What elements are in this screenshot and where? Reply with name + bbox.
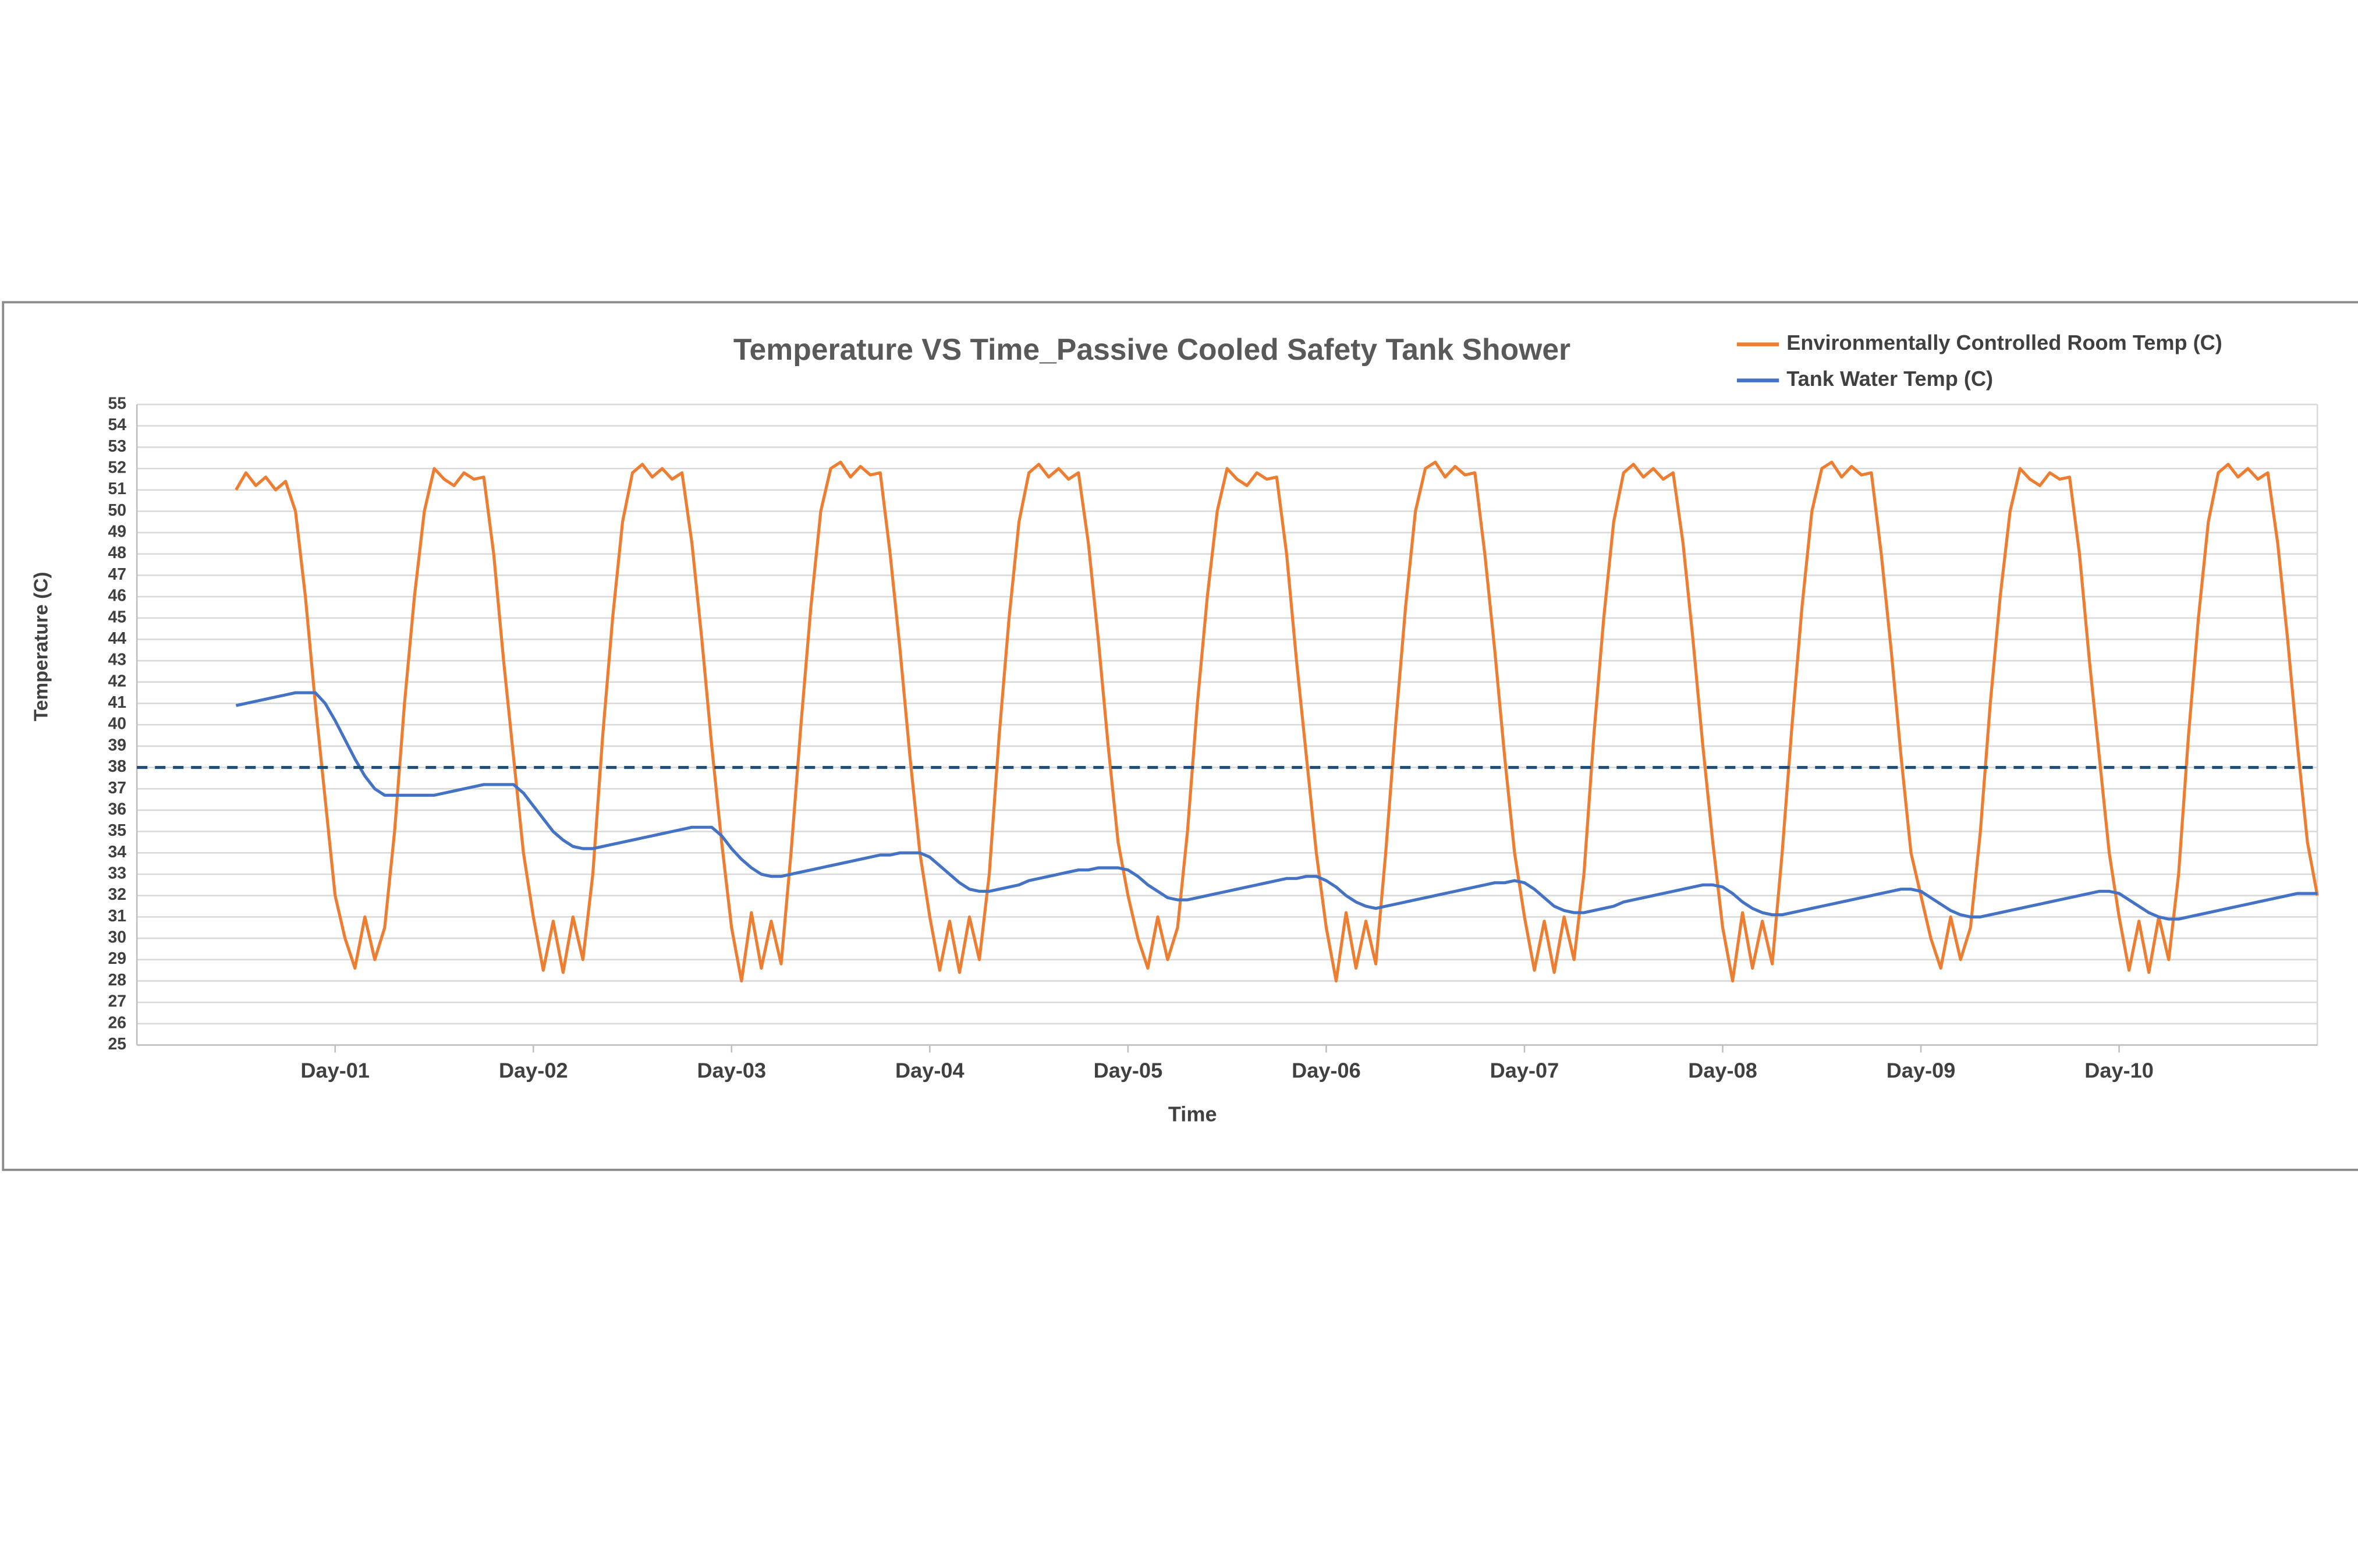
y-tick-label: 31 (108, 907, 126, 925)
chart-frame (2, 301, 2358, 1171)
y-axis-title: Temperature (C) (30, 572, 52, 721)
x-tick-label: Day-03 (697, 1059, 767, 1083)
chart-title: Temperature VS Time_Passive Cooled Safet… (733, 332, 1570, 366)
legend-label: Tank Water Temp (C) (1786, 367, 1993, 391)
x-tick-label: Day-04 (895, 1059, 965, 1083)
y-tick-label: 38 (108, 757, 126, 776)
y-tick-label: 50 (108, 501, 126, 520)
y-tick-label: 29 (108, 949, 126, 968)
x-tick-label: Day-08 (1688, 1059, 1757, 1083)
y-tick-label: 54 (108, 416, 126, 434)
y-tick-label: 37 (108, 779, 126, 797)
y-tick-label: 25 (108, 1035, 126, 1053)
y-tick-label: 49 (108, 523, 126, 541)
series-line (235, 460, 2319, 983)
y-tick-label: 36 (108, 800, 126, 818)
x-tick-label: Day-05 (1094, 1059, 1163, 1083)
y-tick-label: 28 (108, 971, 126, 989)
y-tick-label: 53 (108, 437, 126, 456)
y-tick-label: 47 (108, 565, 126, 584)
y-tick-label: 30 (108, 928, 126, 947)
y-tick-label: 44 (108, 629, 126, 648)
y-tick-label: 32 (108, 885, 126, 904)
x-tick-label: Day-06 (1292, 1059, 1361, 1083)
legend-label: Environmentally Controlled Room Temp (C) (1786, 331, 2222, 354)
y-tick-label: 35 (108, 821, 126, 840)
x-tick-label: Day-07 (1490, 1059, 1559, 1083)
y-tick-label: 48 (108, 544, 126, 562)
y-tick-label: 45 (108, 608, 126, 626)
y-tick-label: 33 (108, 864, 126, 883)
y-tick-label: 39 (108, 736, 126, 754)
y-tick-label: 46 (108, 587, 126, 605)
x-tick-label: Day-01 (300, 1059, 370, 1083)
y-tick-label: 43 (108, 651, 126, 669)
x-axis-title: Time (1168, 1102, 1217, 1126)
x-tick-label: Day-09 (1887, 1059, 1956, 1083)
y-tick-label: 52 (108, 458, 126, 477)
y-tick-label: 40 (108, 715, 126, 733)
y-tick-label: 51 (108, 480, 126, 498)
y-tick-label: 26 (108, 1013, 126, 1032)
y-tick-label: 41 (108, 693, 126, 712)
series-line (235, 691, 2318, 921)
y-tick-label: 27 (108, 992, 126, 1011)
y-tick-label: 42 (108, 672, 126, 690)
x-tick-label: Day-10 (2084, 1059, 2154, 1083)
x-tick-label: Day-02 (499, 1059, 568, 1083)
y-tick-label: 34 (108, 843, 126, 861)
y-tick-label: 55 (108, 394, 126, 413)
